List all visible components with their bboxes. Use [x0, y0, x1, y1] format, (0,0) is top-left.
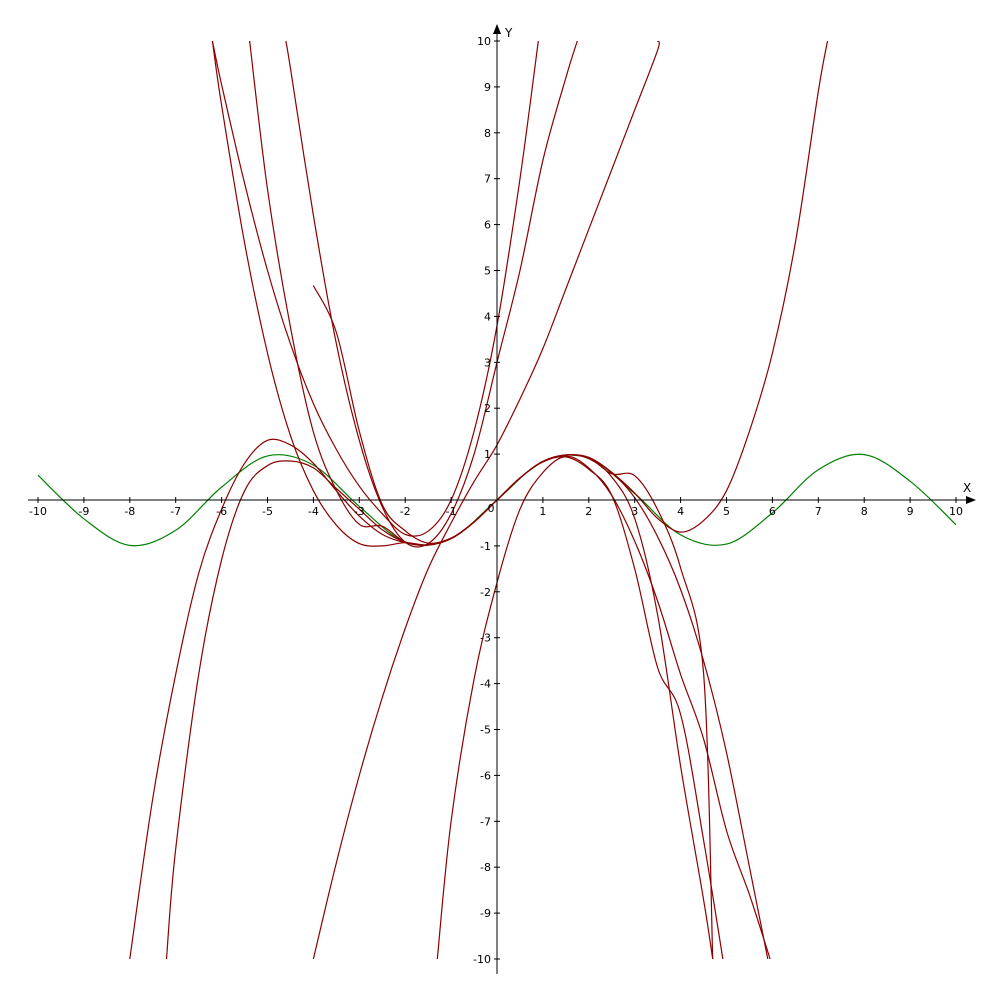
- y-tick-label: 3: [484, 356, 491, 369]
- x-tick-label: -7: [170, 505, 181, 518]
- y-tick-label: 7: [484, 173, 491, 186]
- x-tick-label: 10: [949, 505, 963, 518]
- y-tick-label: -10: [473, 953, 491, 966]
- approximation-curve: [312, 41, 660, 959]
- x-tick-label: 3: [631, 505, 638, 518]
- y-tick-label: 6: [484, 219, 491, 232]
- x-tick-label: 4: [677, 505, 684, 518]
- x-tick-label: 5: [723, 505, 730, 518]
- x-tick-label: 6: [769, 505, 776, 518]
- y-tick-label: 1: [484, 448, 491, 461]
- y-tick-label: 4: [484, 310, 491, 323]
- y-tick-label: -3: [480, 632, 491, 645]
- y-tick-label: -7: [480, 815, 491, 828]
- x-tick-label: 8: [861, 505, 868, 518]
- x-tick-label: -6: [216, 505, 227, 518]
- y-tick-label: 2: [484, 402, 491, 415]
- curves-layer: [37, 41, 957, 959]
- x-tick-label: -8: [124, 505, 135, 518]
- x-tick-label: -9: [78, 505, 89, 518]
- y-tick-label: 10: [477, 35, 491, 48]
- y-tick-label: 8: [484, 127, 491, 140]
- approximation-curve: [211, 41, 539, 537]
- x-tick-label: -3: [354, 505, 365, 518]
- y-tick-label: 9: [484, 81, 491, 94]
- x-tick-label: -2: [400, 505, 411, 518]
- y-tick-label: -1: [480, 540, 491, 553]
- y-tick-label: -8: [480, 861, 491, 874]
- approximation-curve: [312, 285, 724, 959]
- y-axis-arrow: [493, 24, 501, 34]
- x-tick-label: -5: [262, 505, 273, 518]
- y-tick-label: -4: [480, 678, 491, 691]
- y-tick-label: -9: [480, 907, 491, 920]
- x-tick-label: 1: [539, 505, 546, 518]
- approximation-curve: [436, 455, 771, 959]
- approximation-curve: [285, 41, 578, 548]
- ticks-layer: -10 -9 -8 -7 -6 -5 -4 -3 -2 -1 1 2 3 4 5 6 7 8 9 10-10-9-8-…: [29, 35, 963, 966]
- x-axis-label: X: [963, 481, 971, 495]
- origin-label: 0: [488, 502, 495, 515]
- x-tick-label: 2: [585, 505, 592, 518]
- x-tick-label: -1: [446, 505, 457, 518]
- y-axis-label: Y: [504, 26, 513, 40]
- y-tick-label: -5: [480, 724, 491, 737]
- x-tick-label: 7: [815, 505, 822, 518]
- approximation-curve: [211, 41, 829, 547]
- x-tick-label: -10: [29, 505, 47, 518]
- y-tick-label: 5: [484, 265, 491, 278]
- x-tick-label: -4: [308, 505, 319, 518]
- y-tick-label: -2: [480, 586, 491, 599]
- approximation-curve: [165, 454, 769, 959]
- x-axis-arrow: [966, 496, 976, 504]
- axes-layer: -10 -9 -8 -7 -6 -5 -4 -3 -2 -1 1 2 3 4 5 6 7 8 9 10-10-9-8-…: [28, 24, 976, 974]
- x-tick-label: 9: [907, 505, 914, 518]
- y-tick-label: -6: [480, 769, 491, 782]
